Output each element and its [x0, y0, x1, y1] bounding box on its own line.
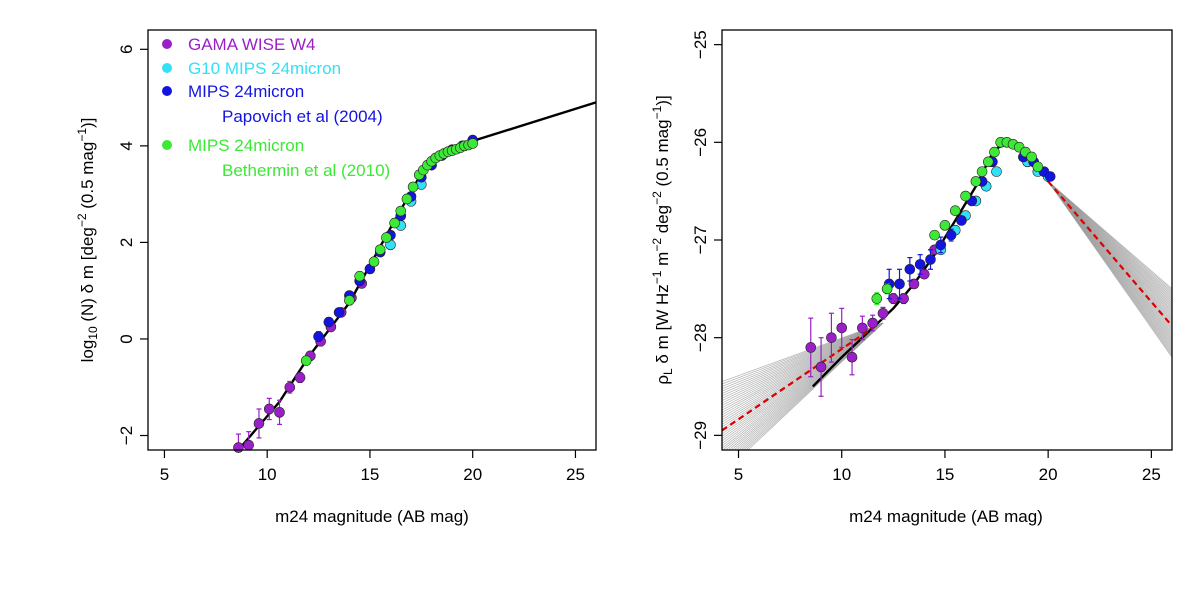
left-point-series-0	[253, 418, 265, 429]
right-y-tick-label: −26	[691, 128, 710, 157]
left-point-series-3	[407, 181, 419, 193]
left-x-tick-label: 15	[360, 465, 379, 484]
legend-sub-papovich: Papovich et al (2004)	[222, 107, 383, 126]
left-y-tick-label: 2	[117, 238, 136, 247]
right-point-series-2	[914, 259, 926, 270]
right-y-axis-label: ρL δ m [W Hz−1 m−2 deg−2 (0.5 mag−1)]	[650, 95, 675, 384]
left-point-series-3	[389, 217, 400, 229]
left-plot-frame	[147, 29, 597, 451]
left-point-series-0	[243, 439, 254, 451]
right-panel: 5 10 15 20 25 −29 −28 −27 −26 −25 m24 magnitude …	[650, 29, 1173, 526]
right-point-series-0	[826, 332, 837, 343]
left-point-series-3	[354, 270, 365, 282]
right-point-series-3	[939, 220, 951, 231]
left-point-series-3	[401, 193, 413, 205]
legend: GAMA WISE W4 G10 MIPS 24micron MIPS 24mi…	[162, 35, 390, 180]
right-point-series-2	[894, 278, 905, 290]
right-point-series-3	[976, 166, 988, 177]
right-point-series-0	[805, 342, 817, 353]
left-point-series-0	[263, 403, 275, 415]
right-point-series-2	[945, 229, 957, 241]
left-x-tick-label: 25	[566, 465, 585, 484]
right-x-tick-label: 25	[1142, 465, 1161, 484]
left-point-series-2	[323, 316, 335, 328]
right-y-tick-label: −27	[691, 226, 710, 255]
right-point-series-3	[871, 293, 883, 304]
left-point-series-2	[313, 331, 324, 342]
right-point-series-0	[867, 317, 878, 329]
right-y-tick-label: −29	[691, 421, 710, 450]
right-point-series-3	[960, 190, 971, 202]
right-point-series-0	[815, 361, 827, 373]
left-point-series-3	[368, 256, 380, 268]
right-point-series-3	[1032, 161, 1044, 173]
legend-sub-bethermin: Bethermin et al (2010)	[222, 161, 390, 180]
left-point-series-0	[294, 372, 306, 383]
right-point-series-2	[1044, 171, 1056, 182]
right-point-series-0	[857, 322, 868, 334]
left-point-series-3	[300, 355, 312, 366]
right-dashed-fit	[1047, 180, 1172, 327]
left-y-axis-label: log10 (N) δ m [deg−2 (0.5 mag−1)]	[75, 118, 100, 363]
legend-label-gama: GAMA WISE W4	[188, 35, 316, 54]
right-fan-line	[747, 322, 884, 450]
right-point-series-3	[982, 156, 994, 168]
right-point-series-2	[904, 264, 916, 275]
legend-label-bethermin: MIPS 24micron	[188, 136, 304, 155]
left-x-tick-label: 10	[258, 465, 277, 484]
right-point-series-1	[991, 166, 1002, 177]
legend-label-g10: G10 MIPS 24micron	[188, 59, 341, 78]
right-x-tick-label: 20	[1039, 465, 1058, 484]
left-point-series-3	[344, 295, 355, 306]
left-y-tick-label: −2	[117, 426, 136, 445]
right-fan-line	[1047, 181, 1172, 358]
left-x-tick-label: 5	[160, 465, 169, 484]
left-point-series-3	[374, 244, 386, 255]
right-point-series-3	[1026, 151, 1037, 163]
right-x-tick-label: 15	[935, 465, 954, 484]
left-point-series-3	[381, 232, 392, 243]
right-x-tick-label: 5	[734, 465, 743, 484]
left-point-series-3	[395, 205, 407, 217]
legend-marker-bethermin	[162, 140, 172, 150]
legend-marker-papovich	[162, 86, 172, 96]
right-x-axis-label: m24 magnitude (AB mag)	[849, 507, 1043, 526]
right-point-series-2	[935, 239, 947, 251]
right-point-series-0	[836, 322, 848, 334]
left-point-series-3	[467, 138, 478, 149]
right-point-series-3	[949, 205, 961, 216]
left-point-series-0	[274, 407, 285, 418]
right-y-tick-label: −25	[691, 30, 710, 59]
legend-marker-g10	[162, 63, 172, 73]
left-y-tick-label: 6	[117, 45, 136, 54]
legend-label-papovich: MIPS 24micron	[188, 82, 304, 101]
right-x-tick-label: 10	[832, 465, 851, 484]
right-dashed-fit	[722, 326, 874, 432]
right-point-series-2	[925, 254, 936, 265]
right-point-series-3	[929, 229, 940, 241]
right-point-series-3	[970, 176, 982, 187]
left-x-tick-label: 20	[463, 465, 482, 484]
right-point-series-0	[877, 307, 889, 319]
right-y-tick-label: −28	[691, 323, 710, 352]
left-point-series-0	[284, 381, 296, 393]
left-point-series-2	[333, 307, 345, 318]
right-point-series-2	[956, 215, 967, 226]
right-point-series-3	[881, 283, 893, 295]
left-x-axis-label: m24 magnitude (AB mag)	[275, 507, 469, 526]
right-point-series-3	[989, 146, 1000, 158]
left-y-tick-label: 0	[117, 334, 136, 343]
left-point-series-0	[233, 442, 244, 453]
legend-marker-gama	[162, 39, 172, 49]
left-y-tick-label: 4	[117, 141, 136, 150]
right-point-series-0	[846, 351, 858, 363]
